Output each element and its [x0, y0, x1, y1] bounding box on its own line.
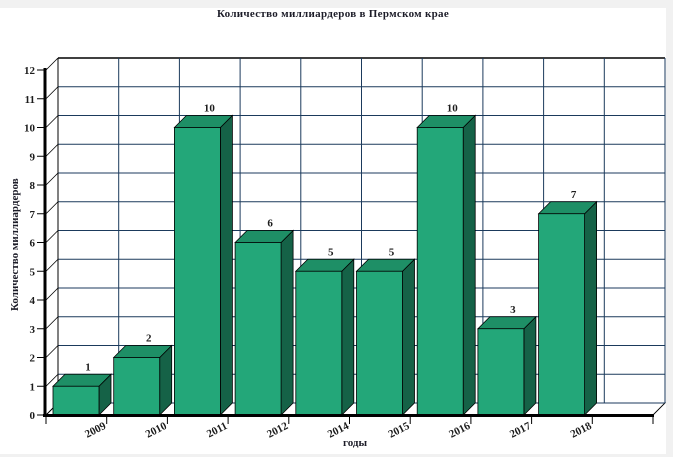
depth-connector — [45, 230, 59, 243]
y-tick-label: 7 — [30, 209, 36, 221]
y-tick-label: 10 — [24, 123, 36, 135]
bar-face — [523, 315, 537, 416]
bar-data-label: 1 — [85, 361, 91, 373]
bar-face — [295, 270, 343, 416]
chart-title: Количество миллиардеров в Пермском крае — [216, 8, 450, 20]
depth-connector — [45, 201, 59, 215]
bar-face — [402, 258, 415, 416]
y-tick-label: 0 — [30, 410, 36, 422]
depth-connector — [45, 86, 59, 100]
depth-connector — [45, 373, 59, 387]
x-tick-label: 2011 — [205, 420, 230, 440]
bar-data-label: 3 — [510, 304, 516, 316]
bar-face — [462, 114, 476, 416]
bar-data-label: 5 — [389, 246, 395, 258]
bar-face — [538, 213, 585, 416]
y-tick-label: 4 — [30, 295, 36, 307]
x-tick-label: 2017 — [508, 420, 533, 441]
y-tick-label: 3 — [30, 324, 36, 336]
depth-connector — [45, 287, 59, 301]
y-tick-label: 5 — [30, 266, 36, 278]
bar-face — [234, 242, 282, 416]
y-tick-label: 9 — [30, 151, 36, 163]
bar-face — [113, 357, 161, 416]
x-tick-label: 2010 — [144, 420, 169, 441]
bar-face — [341, 258, 355, 416]
y-tick-label: 8 — [30, 180, 36, 192]
bar-face — [280, 229, 294, 416]
x-tick-label: 2015 — [387, 420, 412, 441]
bar-face — [584, 200, 597, 416]
bar-face — [173, 127, 221, 416]
y-tick-label: 6 — [30, 238, 36, 250]
bar-2009 — [52, 373, 112, 416]
bar-2018 — [537, 200, 598, 416]
bar-2017 — [476, 315, 537, 416]
bar-face — [52, 385, 100, 416]
bar-data-label: 6 — [267, 218, 273, 230]
depth-connector — [45, 115, 59, 128]
x-tick-label: 2018 — [569, 420, 594, 441]
y-tick-label: 11 — [25, 94, 35, 106]
depth-connector — [45, 143, 59, 157]
bar-data-label: 10 — [204, 103, 216, 115]
bar-face — [477, 328, 525, 416]
y-tick-label: 2 — [30, 353, 36, 365]
depth-connector — [45, 57, 59, 71]
depth-connector — [45, 258, 59, 272]
bar-2012 — [234, 229, 295, 416]
y-tick-label: 12 — [24, 65, 36, 77]
bar-data-label: 5 — [328, 246, 334, 258]
bar-data-label: 10 — [447, 103, 459, 115]
x-tick-label: 2014 — [326, 420, 351, 441]
x-tick-label: 2009 — [83, 420, 108, 441]
x-tick-label: 2016 — [447, 420, 472, 441]
depth-connector — [45, 345, 59, 358]
y-tick-label: 1 — [30, 381, 36, 393]
depth-connector — [45, 172, 59, 186]
bar-face — [356, 270, 403, 416]
depth-connector — [45, 316, 59, 330]
bar-2014 — [294, 258, 355, 416]
bar-2010 — [112, 344, 173, 416]
bar-data-label: 7 — [571, 189, 577, 201]
x-axis-title: годы — [342, 437, 368, 449]
bar-2016 — [416, 114, 477, 416]
bar-2011 — [173, 114, 234, 416]
bar-2015 — [355, 258, 416, 416]
bar-face — [416, 127, 464, 416]
x-tick-label: 2012 — [265, 420, 290, 441]
bar-data-label: 2 — [146, 333, 152, 345]
bar-face — [219, 114, 233, 416]
